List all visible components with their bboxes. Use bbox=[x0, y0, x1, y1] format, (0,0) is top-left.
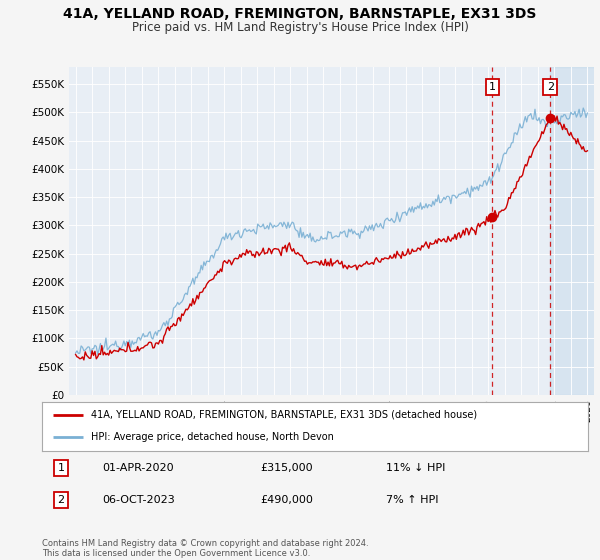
Text: 2: 2 bbox=[58, 495, 65, 505]
Text: Contains HM Land Registry data © Crown copyright and database right 2024.
This d: Contains HM Land Registry data © Crown c… bbox=[42, 539, 368, 558]
Text: 1: 1 bbox=[58, 463, 65, 473]
Text: 41A, YELLAND ROAD, FREMINGTON, BARNSTAPLE, EX31 3DS (detached house): 41A, YELLAND ROAD, FREMINGTON, BARNSTAPL… bbox=[91, 410, 477, 420]
Text: 06-OCT-2023: 06-OCT-2023 bbox=[102, 495, 175, 505]
Text: 2: 2 bbox=[547, 82, 554, 92]
Text: 1: 1 bbox=[489, 82, 496, 92]
Bar bbox=[550, 67, 596, 395]
Text: HPI: Average price, detached house, North Devon: HPI: Average price, detached house, Nort… bbox=[91, 432, 334, 442]
Text: 01-APR-2020: 01-APR-2020 bbox=[102, 463, 173, 473]
Text: 7% ↑ HPI: 7% ↑ HPI bbox=[386, 495, 439, 505]
Text: 41A, YELLAND ROAD, FREMINGTON, BARNSTAPLE, EX31 3DS: 41A, YELLAND ROAD, FREMINGTON, BARNSTAPL… bbox=[64, 7, 536, 21]
Text: 11% ↓ HPI: 11% ↓ HPI bbox=[386, 463, 445, 473]
Text: Price paid vs. HM Land Registry's House Price Index (HPI): Price paid vs. HM Land Registry's House … bbox=[131, 21, 469, 34]
Text: £315,000: £315,000 bbox=[260, 463, 313, 473]
Text: £490,000: £490,000 bbox=[260, 495, 313, 505]
